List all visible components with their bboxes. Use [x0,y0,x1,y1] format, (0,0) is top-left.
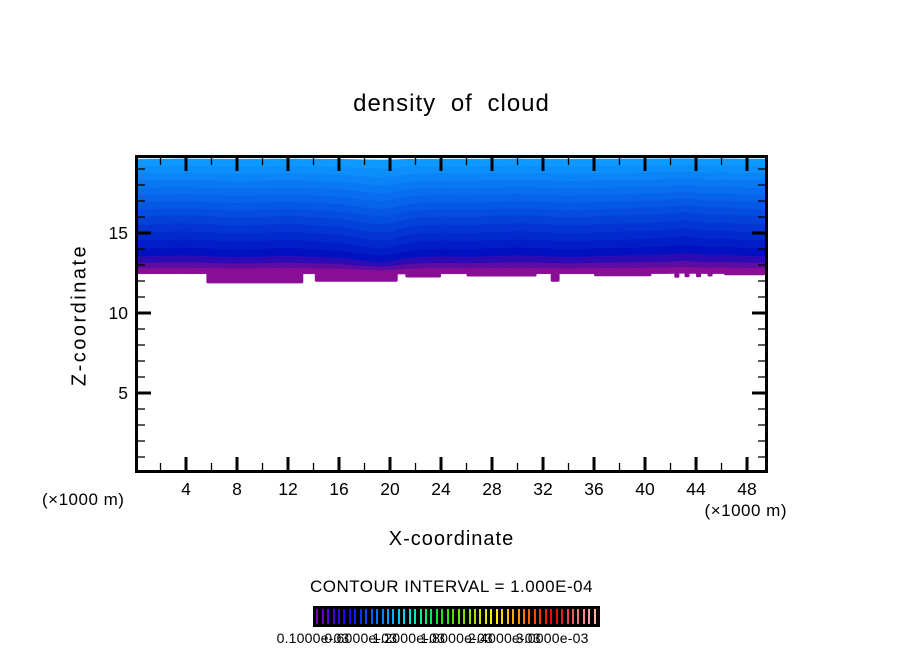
colorbar-stripe [327,609,330,624]
cloud-fringe-patch [206,273,304,284]
colorbar-stripe [397,609,400,624]
colorbar-stripe [490,609,493,624]
colorbar-stripe [550,609,553,624]
x-axis-unit-label: (×1000 m) [704,501,787,520]
y-tick-label: 15 [108,223,128,243]
x-tick-label: 24 [431,479,451,499]
cloud-fringe-patch [707,273,713,277]
x-tick-label: 16 [329,479,349,499]
colorbar-stripe [365,609,368,624]
colorbar-stripe [332,609,335,624]
x-tick-label: 44 [686,479,706,499]
colorbar-value-label: 0.6000e-03 [324,630,398,646]
colorbar-stripe [337,609,340,624]
colorbar-stripe [577,609,580,624]
colorbar-stripe [441,609,444,624]
colorbar-stripe [571,609,574,624]
colorbar-value-label: 1.8000e-03 [420,630,493,646]
colorbar-stripe [566,609,569,624]
colorbar-stripe [403,609,406,624]
colorbar-stripe [463,609,466,624]
cloud-fringe-patch [696,273,702,278]
cloud-fringe-patch [466,273,537,277]
colorbar-stripe [479,609,482,624]
colorbar-stripe [582,609,585,624]
colorbar-stripe [435,609,438,624]
x-tick-label: 12 [278,479,298,499]
colorbar-stripe [381,609,384,624]
x-axis-title: X-coordinate [388,528,515,550]
colorbar-stripe [408,609,411,624]
colorbar-stripe [512,609,515,624]
y-tick-label: 5 [118,383,128,403]
y-axis-unit-label: (×1000 m) [42,490,125,509]
colorbar-stripe [359,609,362,624]
colorbar-stripe [501,609,504,624]
colorbar-stripe [474,609,477,624]
cloud-fringe-patch [314,273,398,282]
x-tick-label: 36 [584,479,604,499]
plot-area [135,155,768,473]
colorbar-value-label: 3.0000e-03 [515,630,589,646]
colorbar-stripe [386,609,389,624]
colorbar-stripe [588,609,591,624]
colorbar-stripe [321,609,324,624]
colorbar-value-label: 1.2000e-03 [372,630,446,646]
x-tick-label: 32 [533,479,553,499]
colorbar-stripe [354,609,357,624]
colorbar-stripe [343,609,346,624]
colorbar-stripe [528,609,531,624]
colorbar-stripe [561,609,564,624]
cloud-fringe-patch [405,273,441,278]
x-tick-label: 4 [181,479,191,499]
colorbar-stripe [425,609,428,624]
colorbar-stripe [392,609,395,624]
colorbar-value-label: 2.4000e-03 [467,630,541,646]
colorbar-stripe [376,609,379,624]
contour-plot-svg [138,158,765,470]
colorbar-stripe [484,609,487,624]
colorbar-stripe [517,609,520,624]
colorbar-stripe [370,609,373,624]
colorbar-stripe [523,609,525,624]
chart-title: density of cloud [353,90,550,117]
colorbar-stripe [468,609,471,624]
colorbar-stripe [555,609,558,624]
colorbar-stripe [452,609,455,624]
colorbar-stripe [419,609,422,624]
x-tick-label: 20 [380,479,400,499]
colorbar-value-label: 0.1000e-03 [276,630,350,646]
cloud-fringe-patch [550,273,560,282]
colorbar-stripe [414,609,417,624]
colorbar-stripe [348,609,351,624]
x-tick-label: 28 [482,479,502,499]
y-tick-label: 10 [108,303,128,323]
x-tick-label: 48 [737,479,757,499]
colorbar-stripe [446,609,449,624]
colorbar-stripe [316,609,319,624]
x-tick-label: 8 [232,479,242,499]
cloud-fringe-patch [674,273,680,278]
cloud-fringe-patch [724,273,765,276]
cloud-fringe-patch [684,273,690,278]
colorbar-stripe [544,609,547,624]
colorbar-stripe [430,609,433,624]
colorbar-stripe [539,609,542,624]
colorbar-stripe [457,609,460,624]
colorbar-stripe [593,609,596,624]
colorbar-stripe [495,609,498,624]
colorbar-stripe [533,609,536,624]
x-tick-label: 40 [635,479,655,499]
cloud-fringe-patch [594,273,652,277]
colorbar [313,606,600,627]
contour-interval-note: CONTOUR INTERVAL = 1.000E-04 [309,577,594,596]
colorbar-stripe [506,609,509,624]
